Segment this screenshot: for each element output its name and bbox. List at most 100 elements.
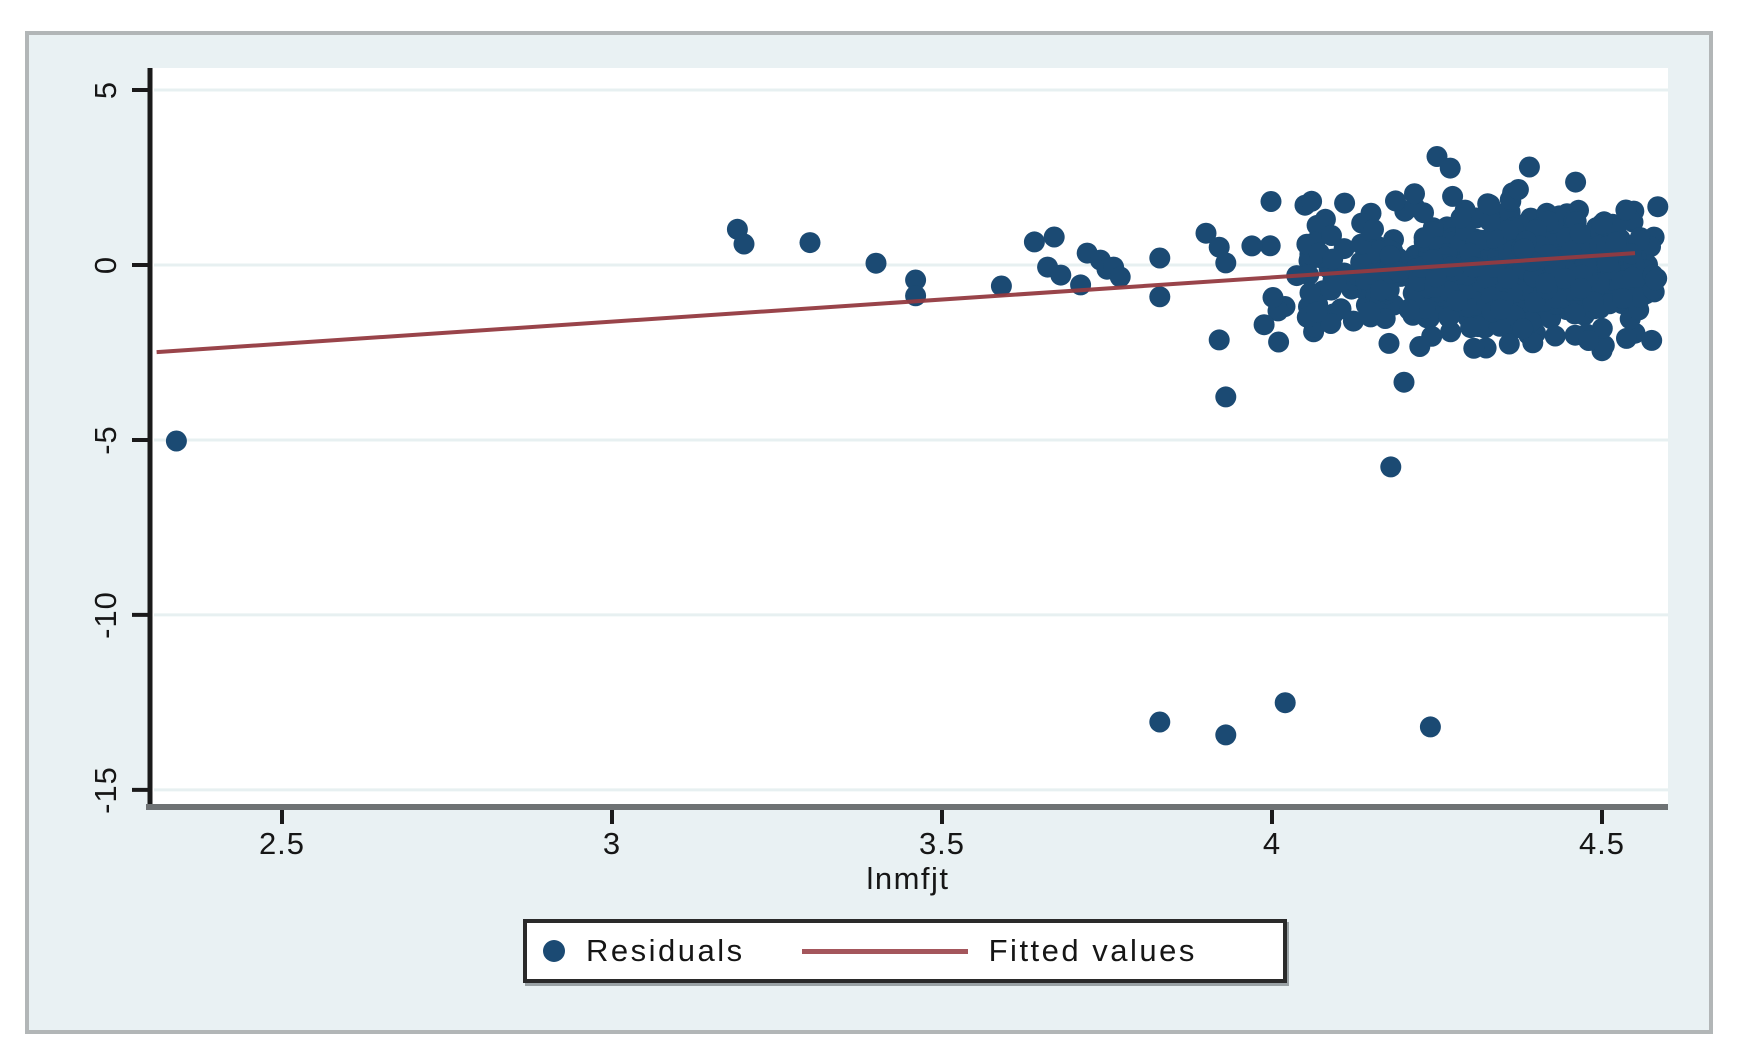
data-point — [1208, 236, 1230, 258]
data-point — [1359, 301, 1381, 323]
fitted-values-line-icon — [801, 948, 968, 954]
data-point — [1419, 716, 1441, 738]
x-tick-label: 3 — [602, 826, 622, 861]
data-point — [1482, 227, 1504, 249]
data-point — [1446, 290, 1468, 312]
data-point — [1409, 336, 1431, 357]
data-point — [1570, 277, 1592, 299]
legend-label-residuals: Residuals — [586, 933, 745, 968]
data-point — [1425, 266, 1447, 288]
data-point — [1612, 288, 1633, 309]
data-point — [1370, 279, 1392, 301]
data-point — [1490, 298, 1511, 320]
data-point — [1615, 199, 1637, 221]
data-point — [1274, 692, 1296, 714]
data-point — [1268, 331, 1290, 353]
data-point — [799, 232, 821, 254]
data-point — [1569, 223, 1591, 244]
data-point — [1462, 256, 1484, 278]
data-point — [1322, 248, 1344, 270]
data-point — [1544, 325, 1566, 347]
data-point — [1195, 222, 1217, 244]
data-point — [865, 252, 887, 274]
data-point — [1518, 156, 1540, 178]
legend: Residuals Fitted values — [523, 919, 1287, 983]
data-point — [1404, 183, 1425, 205]
data-point — [1622, 266, 1643, 288]
y-tick-label: 5 — [88, 80, 123, 100]
data-point — [1413, 202, 1434, 224]
data-point — [1301, 190, 1323, 212]
data-point — [1616, 327, 1637, 349]
data-point — [733, 233, 755, 255]
data-point — [1554, 268, 1576, 290]
data-point — [1385, 190, 1406, 212]
data-point — [1393, 371, 1415, 393]
x-tick-label: 2.5 — [258, 826, 306, 861]
data-point — [1149, 711, 1171, 733]
x-axis-title: lnmfjt — [866, 861, 950, 896]
data-point — [1479, 194, 1501, 216]
y-tick-label: -10 — [88, 590, 123, 639]
data-point — [1334, 192, 1356, 214]
data-point — [990, 275, 1012, 297]
data-point — [1325, 271, 1347, 293]
data-point — [1450, 207, 1472, 229]
data-point — [1260, 191, 1282, 212]
data-point — [1605, 231, 1627, 253]
data-point — [1378, 332, 1400, 354]
data-point — [1513, 238, 1535, 260]
data-point — [1524, 291, 1546, 313]
data-point — [1215, 252, 1237, 274]
data-point — [1330, 298, 1352, 320]
data-point — [1647, 196, 1669, 218]
data-point — [1149, 247, 1171, 269]
data-point — [1379, 245, 1401, 267]
y-tick-label: -15 — [88, 765, 123, 814]
data-point — [1253, 314, 1275, 336]
data-point — [1050, 264, 1072, 286]
data-point — [1438, 306, 1460, 328]
data-point — [1262, 287, 1284, 308]
data-point — [1498, 333, 1520, 355]
data-point — [1439, 157, 1461, 179]
data-point — [1460, 317, 1482, 339]
data-point — [1414, 298, 1436, 320]
data-point — [1259, 235, 1281, 257]
data-point — [1306, 301, 1328, 323]
data-point — [1512, 318, 1534, 340]
data-point — [905, 269, 927, 291]
y-tick-label: 0 — [88, 255, 123, 275]
fitted-line — [156, 251, 1636, 355]
scatter-points — [165, 146, 1669, 746]
data-point — [1241, 235, 1263, 257]
data-point — [1564, 303, 1586, 325]
data-point — [1442, 185, 1464, 207]
x-tick-label: 4 — [1262, 826, 1282, 861]
data-point — [1109, 266, 1131, 288]
data-point — [1479, 210, 1501, 232]
data-point — [1565, 171, 1587, 193]
x-tick-label: 3.5 — [918, 826, 966, 861]
data-point — [1299, 282, 1321, 304]
legend-label-fitted-values: Fitted values — [988, 933, 1197, 968]
data-point — [1215, 724, 1237, 746]
data-point — [1582, 291, 1604, 313]
data-point — [1644, 269, 1666, 291]
y-tick-label: -5 — [88, 425, 123, 455]
data-point — [1591, 213, 1613, 235]
data-point — [1591, 317, 1613, 339]
data-point — [1043, 226, 1065, 248]
data-point — [1535, 272, 1557, 294]
residuals-marker-icon — [543, 940, 565, 962]
data-point — [1463, 337, 1485, 359]
data-point — [1578, 330, 1600, 351]
data-point — [1641, 329, 1663, 351]
data-point — [1321, 225, 1342, 246]
data-point — [1507, 179, 1529, 200]
data-point — [1399, 299, 1420, 321]
data-point — [1320, 313, 1342, 334]
data-point — [1215, 386, 1237, 408]
data-point — [1497, 268, 1519, 290]
